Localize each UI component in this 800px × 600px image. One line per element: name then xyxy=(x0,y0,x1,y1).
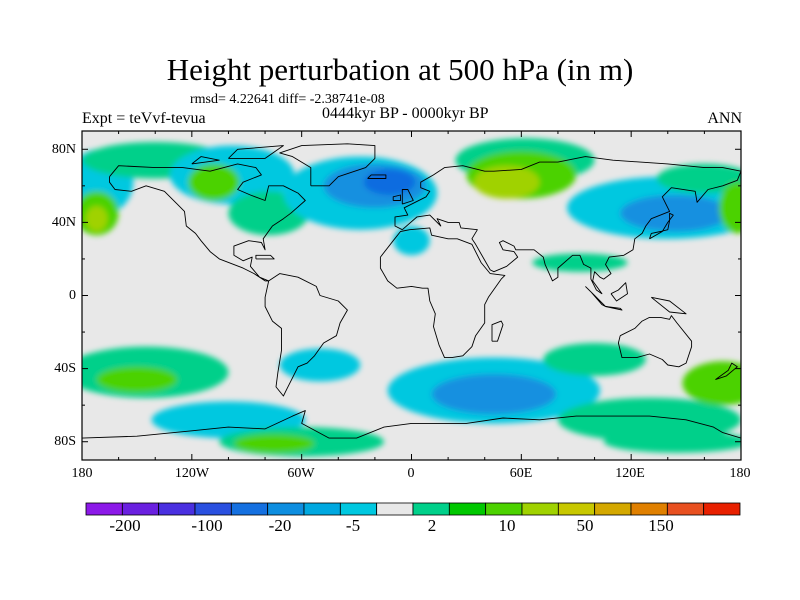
colorbar-label: 150 xyxy=(648,516,674,535)
lat-tick-label: 0 xyxy=(69,288,76,303)
colorbar-swatch xyxy=(666,502,705,516)
anomaly-region xyxy=(656,163,741,194)
anomaly-region xyxy=(543,343,646,376)
coastline xyxy=(255,254,275,260)
colorbar-swatch xyxy=(448,502,487,516)
coastline xyxy=(379,227,506,359)
colorbar-swatch xyxy=(303,502,341,516)
rmsd-diff-line: rmsd= 4.22641 diff= -2.38741e-08 xyxy=(190,92,385,107)
colorbar-swatch xyxy=(158,502,196,516)
coastlines xyxy=(82,143,741,439)
colorbar-label: -5 xyxy=(345,516,361,535)
anomaly-region xyxy=(620,194,731,232)
period-label: 0444kyr BP - 0000kyr BP xyxy=(322,105,489,122)
anomaly-region xyxy=(532,253,628,272)
coastline xyxy=(109,163,306,282)
anomaly-region xyxy=(473,165,540,199)
season-label: ANN xyxy=(707,110,742,127)
anomaly-region xyxy=(233,434,315,453)
coastline xyxy=(191,156,220,165)
coastline xyxy=(394,156,741,295)
colorbar-label: 50 xyxy=(576,516,594,535)
colorbar-label: -200 xyxy=(109,516,141,535)
colorbar-swatch xyxy=(485,502,523,516)
map-panel xyxy=(81,130,742,461)
coastline xyxy=(228,145,284,159)
anomaly-region xyxy=(431,374,557,415)
anomaly-region xyxy=(719,182,741,234)
colorbar-label: 2 xyxy=(427,516,437,535)
coastline xyxy=(617,315,693,368)
lat-tick-label: 80N xyxy=(51,142,76,157)
colorbar-swatch xyxy=(557,502,596,516)
coastline xyxy=(392,194,401,201)
anomaly-region xyxy=(557,397,741,442)
coastline xyxy=(401,189,414,205)
colorbar-swatch xyxy=(194,502,232,516)
lon-tick-label: 120E xyxy=(615,466,645,481)
lat-tick-label: 80S xyxy=(54,434,76,449)
coastline xyxy=(605,306,623,311)
colorbar-swatch xyxy=(630,502,668,516)
colorbar-swatch xyxy=(85,502,123,516)
colorbar-label: -100 xyxy=(191,516,223,535)
coastline xyxy=(651,296,687,315)
anomaly-region xyxy=(188,163,240,201)
lon-tick-label: 60E xyxy=(509,466,533,481)
anomaly-region xyxy=(393,226,430,256)
colorbar-swatch xyxy=(230,502,269,516)
chart-title: Height perturbation at 500 hPa (in m) xyxy=(166,52,634,87)
coastline xyxy=(649,212,674,240)
colorbar-label: 10 xyxy=(498,516,516,535)
lon-tick-label: 180 xyxy=(71,466,93,481)
axis-ticks xyxy=(81,131,742,460)
lon-tick-label: 0 xyxy=(407,466,415,481)
coastline xyxy=(610,282,628,302)
coastline xyxy=(264,273,348,397)
experiment-label: Expt = teVvf-tevua xyxy=(82,110,206,127)
coastline xyxy=(585,286,606,307)
anomaly-region xyxy=(363,169,416,195)
coastline xyxy=(367,174,387,179)
anomaly-region xyxy=(603,430,741,453)
colorbar-swatch xyxy=(412,502,450,516)
colorbar-swatch xyxy=(121,502,160,516)
lat-tick-label: 40N xyxy=(51,215,76,230)
lon-tick-label: 180 xyxy=(729,466,751,481)
colorbar-swatch xyxy=(267,502,305,516)
colorbar-swatch xyxy=(339,502,378,516)
coastline xyxy=(279,143,376,187)
colorbar-swatch xyxy=(521,502,559,516)
anomaly-region xyxy=(85,205,108,232)
lon-tick-label: 120W xyxy=(174,466,210,481)
colorbar-swatch xyxy=(376,502,414,516)
coastline xyxy=(82,410,741,439)
colorbar-swatch xyxy=(703,502,741,516)
anomaly-region xyxy=(682,361,741,406)
anomaly-region xyxy=(96,366,178,393)
lon-tick-label: 60W xyxy=(287,466,315,481)
anomaly-region xyxy=(279,348,361,382)
lat-tick-label: 40S xyxy=(54,361,76,376)
coastline xyxy=(715,362,738,381)
coastline xyxy=(491,320,504,342)
colorbar xyxy=(85,502,741,516)
colorbar-label: -20 xyxy=(268,516,292,535)
colorbar-swatch xyxy=(594,502,632,516)
